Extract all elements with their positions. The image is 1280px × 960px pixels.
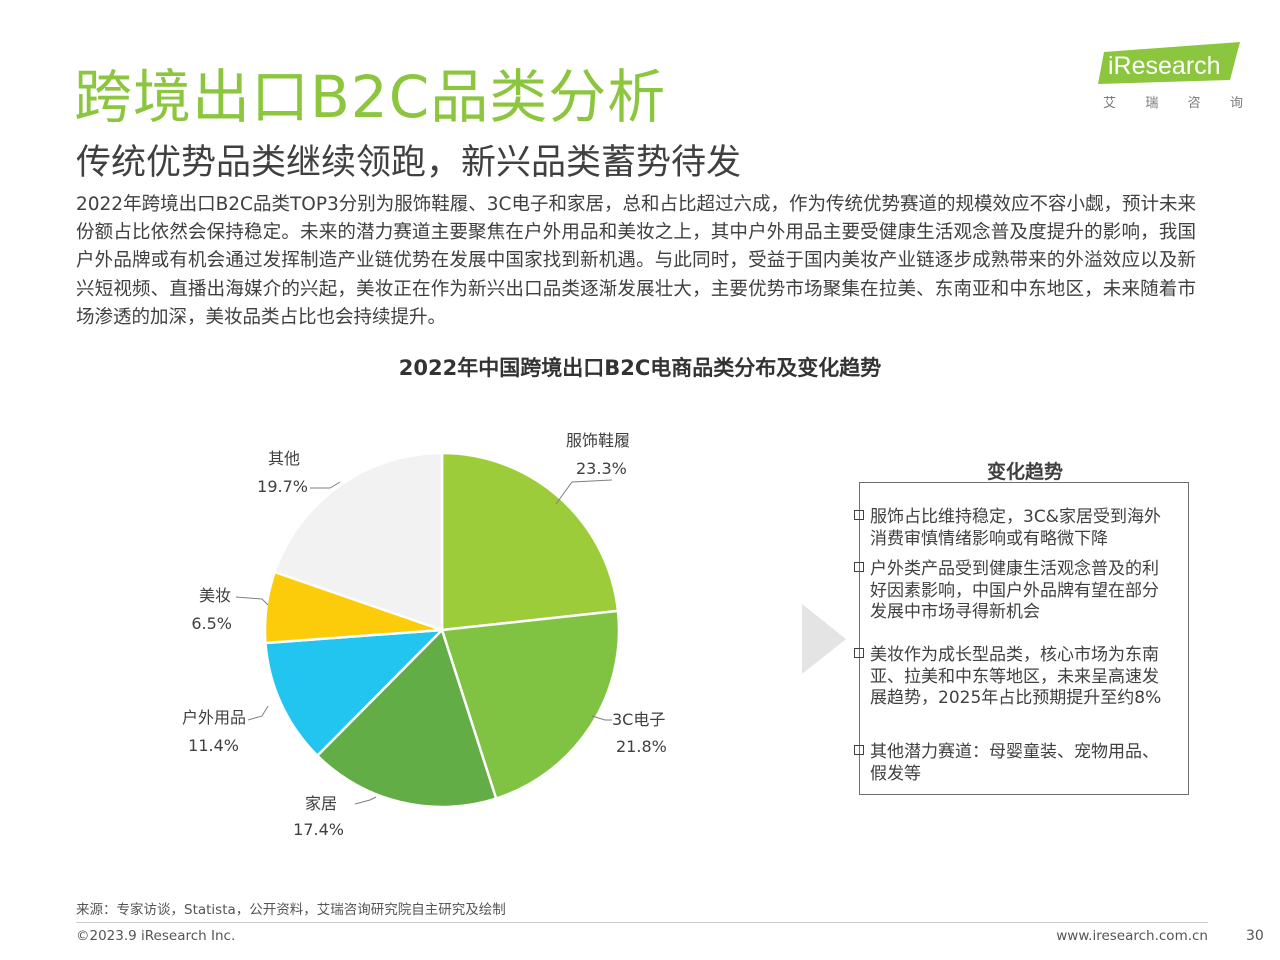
trend-item-text: 户外类产品受到健康生活观念普及的利好因素影响，中国户外品牌有望在部分发展中市场寻…	[870, 559, 1159, 622]
trend-item: 服饰占比维持稳定，3C&家居受到海外消费审慎情绪影响或有略微下降	[854, 507, 1170, 550]
footer-source: 来源：专家访谈，Statista，公开资料，艾瑞咨询研究院自主研究及绘制	[76, 902, 506, 918]
logo-cn-char: 询	[1229, 96, 1243, 111]
pie-slice	[264, 628, 446, 758]
slice-label: 服饰鞋履	[566, 431, 630, 450]
slice-value-label: 11.4%	[188, 736, 239, 755]
slice-value-label: 23.3%	[576, 459, 627, 478]
trend-item: 户外类产品受到健康生活观念普及的利好因素影响，中国户外品牌有望在部分发展中市场寻…	[854, 559, 1170, 624]
page-title: 跨境出口B2C品类分析	[74, 63, 667, 131]
chart-title: 2022年中国跨境出口B2C电商品类分布及变化趋势	[398, 356, 882, 380]
checkbox-bullet-icon	[854, 510, 864, 520]
leader-line	[591, 715, 612, 721]
pie-slice	[440, 451, 620, 632]
slice-value-label: 21.8%	[616, 737, 667, 756]
page-number: 30	[1246, 928, 1264, 944]
logo-cn-char: 艾	[1103, 96, 1117, 111]
trend-box: 服饰占比维持稳定，3C&家居受到海外消费审慎情绪影响或有略微下降 户外类产品受到…	[854, 482, 1189, 795]
logo-text: iResearch	[1108, 52, 1221, 80]
slice-value-label: 6.5%	[191, 614, 232, 633]
slice-label: 户外用品	[182, 708, 246, 727]
slice-label: 美妆	[199, 586, 231, 605]
pie-chart: 服饰鞋履 23.3% 3C电子 21.8% 家居 17.4% 户外用品 11.4% 美妆 6.5%…	[182, 431, 667, 839]
trend-item: 其他潜力赛道：母婴童装、宠物用品、假发等	[854, 742, 1170, 785]
leader-line	[555, 479, 613, 505]
iresearch-logo: iResearch 艾 瑞 咨 询	[1098, 40, 1248, 116]
trend-title: 变化趋势	[986, 461, 1063, 483]
trend-item-text: 美妆作为成长型品类，核心市场为东南亚、拉美和中东等地区，未来呈高速发展趋势，20…	[870, 645, 1162, 708]
checkbox-bullet-icon	[854, 648, 864, 658]
logo-cn-char: 瑞	[1145, 96, 1159, 111]
summary-paragraph: 2022年跨境出口B2C品类TOP3分别为服饰鞋履、3C电子和家居，总和占比超过…	[76, 194, 1196, 328]
pie-slice	[315, 627, 498, 809]
logo-cn-text: 艾 瑞 咨 询	[1103, 92, 1243, 111]
footer-divider	[76, 922, 1208, 923]
page-subtitle: 传统优势品类继续领跑，新兴品类蓄势待发	[76, 143, 742, 183]
leader-line	[247, 705, 269, 721]
checkbox-bullet-icon	[854, 562, 864, 572]
checkbox-bullet-icon	[854, 745, 864, 755]
leader-line	[235, 596, 269, 606]
slice-value-label: 19.7%	[257, 477, 308, 496]
slice-label: 家居	[305, 794, 337, 813]
trend-item-text: 服饰占比维持稳定，3C&家居受到海外消费审慎情绪影响或有略微下降	[870, 507, 1161, 549]
leader-line	[354, 796, 377, 805]
pie-slice	[440, 609, 621, 801]
leader-line	[310, 481, 341, 489]
logo-cn-char: 咨	[1187, 96, 1201, 111]
slice-label: 其他	[268, 449, 300, 468]
chevron-right-icon	[802, 604, 846, 674]
trend-item: 美妆作为成长型品类，核心市场为东南亚、拉美和中东等地区，未来呈高速发展趋势，20…	[854, 645, 1170, 710]
footer-url: www.iresearch.com.cn	[1056, 928, 1208, 944]
slice-label: 3C电子	[612, 710, 665, 729]
pie-slice	[273, 451, 444, 632]
footer-copyright: ©2023.9 iResearch Inc.	[76, 928, 236, 944]
trend-item-text: 其他潜力赛道：母婴童装、宠物用品、假发等	[870, 742, 1159, 784]
slice-value-label: 17.4%	[293, 820, 344, 839]
logo-badge	[1098, 42, 1240, 84]
